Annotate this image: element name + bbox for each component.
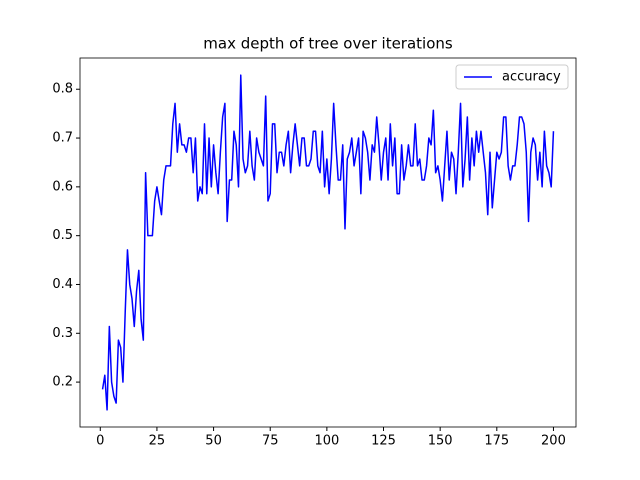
line bbox=[101, 74, 555, 411]
legend-label: accuracy bbox=[502, 70, 561, 85]
x-tick-label: 200 bbox=[541, 434, 566, 449]
x-tick-label: 50 bbox=[205, 434, 222, 449]
x-tick-label: 25 bbox=[149, 434, 166, 449]
legend-box bbox=[455, 64, 569, 90]
y-tick-label: 0.5 bbox=[52, 228, 73, 243]
x-tick-label: 0 bbox=[96, 434, 104, 449]
x-tick-label: 125 bbox=[371, 434, 396, 449]
axes-frame bbox=[79, 57, 577, 428]
x-tick-label: 150 bbox=[428, 434, 453, 449]
y-tick-label: 0.8 bbox=[52, 82, 73, 97]
chart-title: max depth of tree over iterations bbox=[203, 35, 453, 53]
x-tick-label: 100 bbox=[314, 434, 339, 449]
y-tick-label: 0.7 bbox=[52, 131, 73, 146]
y-tick-label: 0.3 bbox=[52, 326, 73, 341]
y-tick-label: 0.4 bbox=[52, 277, 73, 292]
x-tick-label: 75 bbox=[262, 434, 279, 449]
y-tick-label: 0.2 bbox=[52, 375, 73, 390]
y-tick-label: 0.6 bbox=[52, 179, 73, 194]
x-tick-label: 175 bbox=[484, 434, 509, 449]
